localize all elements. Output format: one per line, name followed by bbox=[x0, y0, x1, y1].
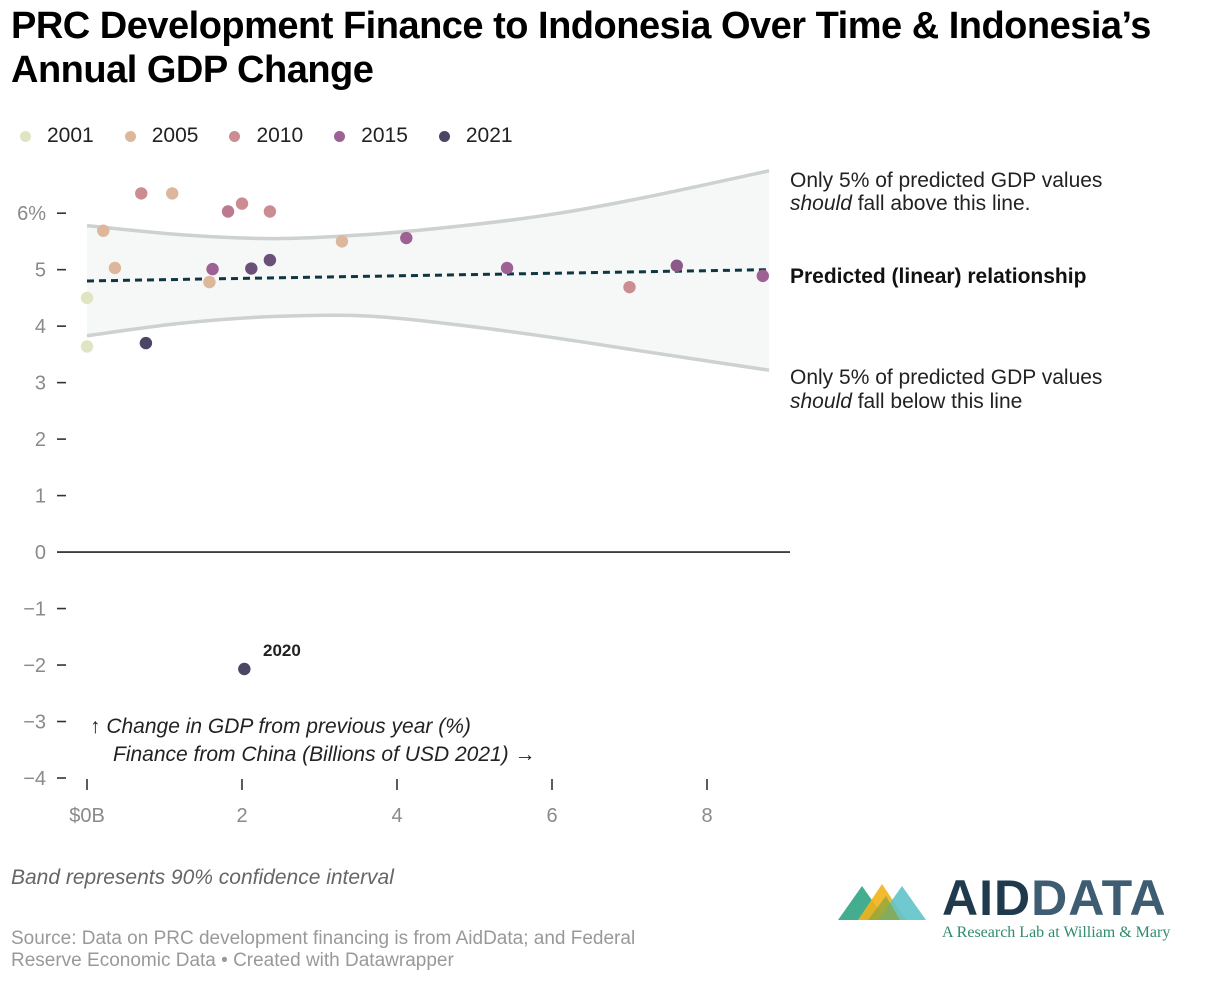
x-axis-label: Finance from China (Billions of USD 2021… bbox=[113, 743, 536, 766]
data-points bbox=[80, 187, 769, 676]
y-tick-label: 0 bbox=[35, 542, 46, 564]
logo-wordmark: AIDDATA bbox=[942, 868, 1167, 928]
data-point bbox=[245, 262, 258, 275]
data-point bbox=[670, 259, 683, 272]
lower-annotation-em: should bbox=[790, 390, 853, 413]
x-tick-label: 4 bbox=[391, 805, 402, 827]
source-line-1: Source: Data on PRC development financin… bbox=[11, 928, 636, 949]
aiddata-logo: AIDDATA A Research Lab at William & Mary bbox=[838, 868, 1210, 948]
x-tick-label: 2 bbox=[236, 805, 247, 827]
data-point bbox=[238, 662, 251, 676]
data-point bbox=[623, 280, 636, 294]
legend-label: 2015 bbox=[361, 124, 408, 147]
x-tick-label: 6 bbox=[546, 805, 557, 827]
y-tick-label: 5 bbox=[35, 260, 46, 282]
scatter-chart: 6% 5 4 3 2 1 0 −1 −2 −3 −4 $0B 2 4 6 8 Only 5% of predi… bbox=[17, 169, 1102, 827]
logo-tagline: A Research Lab at William & Mary bbox=[942, 924, 1171, 941]
data-point bbox=[135, 187, 148, 200]
lower-annotation-rest: fall below this line bbox=[852, 390, 1022, 413]
legend-label: 2021 bbox=[465, 124, 513, 147]
confidence-band bbox=[86, 169, 770, 372]
legend-item-2001: 2001 bbox=[20, 124, 94, 148]
source-line-2: Reserve Economic Data • Created with Dat… bbox=[11, 950, 454, 971]
legend-item-2010: 2010 bbox=[229, 124, 303, 148]
data-point bbox=[400, 231, 413, 245]
legend-dot-icon bbox=[124, 130, 136, 142]
y-tick-label: −2 bbox=[23, 655, 46, 677]
lower-band-annotation-2: should fall below this line bbox=[790, 390, 1022, 413]
trend-layer bbox=[86, 268, 770, 283]
logo-aid: AID bbox=[942, 870, 1032, 926]
logo-data: DATA bbox=[1031, 870, 1167, 926]
y-tick-label: −1 bbox=[23, 599, 46, 621]
y-tick-label: 3 bbox=[35, 373, 46, 395]
data-point bbox=[500, 261, 514, 275]
legend-item-2015: 2015 bbox=[334, 124, 408, 148]
upper-annotation-line1: Only 5% of predicted GDP values bbox=[790, 169, 1102, 192]
band-fill bbox=[87, 170, 769, 371]
predicted-annotation: Predicted (linear) relationship bbox=[790, 265, 1086, 288]
legend-label: 2005 bbox=[151, 124, 199, 147]
source-text: Source: Data on PRC development financin… bbox=[11, 928, 771, 972]
y-tick-label: −3 bbox=[23, 712, 46, 734]
x-tick-label: $0B bbox=[69, 805, 105, 827]
trend-line bbox=[86, 268, 770, 283]
annotations: Only 5% of predicted GDP values should f… bbox=[90, 169, 1102, 766]
data-point bbox=[335, 235, 349, 248]
legend-label: 2010 bbox=[256, 124, 304, 147]
data-point bbox=[80, 291, 94, 305]
legend-item-2005: 2005 bbox=[124, 124, 199, 148]
upper-annotation-rest: fall above this line. bbox=[852, 192, 1031, 215]
band-note: Band represents 90% confidence interval bbox=[11, 866, 394, 889]
upper-annotation-em: should bbox=[790, 192, 853, 215]
legend-dot-icon bbox=[438, 130, 450, 142]
point-label-2020: 2020 bbox=[263, 641, 301, 660]
upper-band-annotation-2: should fall above this line. bbox=[790, 192, 1031, 215]
legend-dot-icon bbox=[229, 130, 241, 142]
legend-dot-icon bbox=[334, 130, 346, 142]
aiddata-mountains-icon bbox=[838, 884, 926, 920]
data-point bbox=[206, 262, 219, 276]
upper-band-annotation: Only 5% of predicted GDP values bbox=[790, 169, 1102, 192]
chart-axes: 6% 5 4 3 2 1 0 −1 −2 −3 −4 $0B 2 4 6 8 bbox=[17, 203, 790, 827]
lower-band-annotation: Only 5% of predicted GDP values bbox=[790, 366, 1102, 389]
data-point bbox=[97, 224, 110, 237]
x-tick-label: 8 bbox=[701, 805, 712, 827]
data-point bbox=[263, 253, 277, 267]
legend-dot-icon bbox=[20, 130, 31, 142]
data-point bbox=[108, 261, 122, 275]
data-point bbox=[139, 336, 153, 350]
lower-annotation-line1: Only 5% of predicted GDP values bbox=[790, 366, 1102, 389]
chart-legend: 2001 2005 2010 2015 2021 bbox=[20, 124, 544, 148]
data-point bbox=[203, 275, 216, 289]
chart-title: PRC Development Finance to Indonesia Ove… bbox=[11, 5, 1151, 91]
y-tick-label: 6% bbox=[17, 203, 46, 225]
band-upper-line bbox=[86, 169, 770, 241]
band-lower-line bbox=[86, 313, 770, 372]
y-tick-label: 4 bbox=[35, 316, 46, 338]
y-axis-label: ↑ Change in GDP from previous year (%) bbox=[90, 715, 471, 738]
data-point bbox=[756, 269, 769, 283]
legend-item-2021: 2021 bbox=[438, 124, 513, 148]
y-tick-label: 2 bbox=[35, 429, 46, 451]
legend-label: 2001 bbox=[47, 124, 94, 147]
data-point bbox=[80, 340, 94, 353]
data-point bbox=[235, 197, 249, 210]
data-point bbox=[263, 205, 277, 218]
y-tick-label: −4 bbox=[23, 768, 46, 790]
y-tick-label: 1 bbox=[35, 486, 46, 508]
data-point bbox=[221, 205, 235, 218]
data-point bbox=[166, 187, 179, 200]
